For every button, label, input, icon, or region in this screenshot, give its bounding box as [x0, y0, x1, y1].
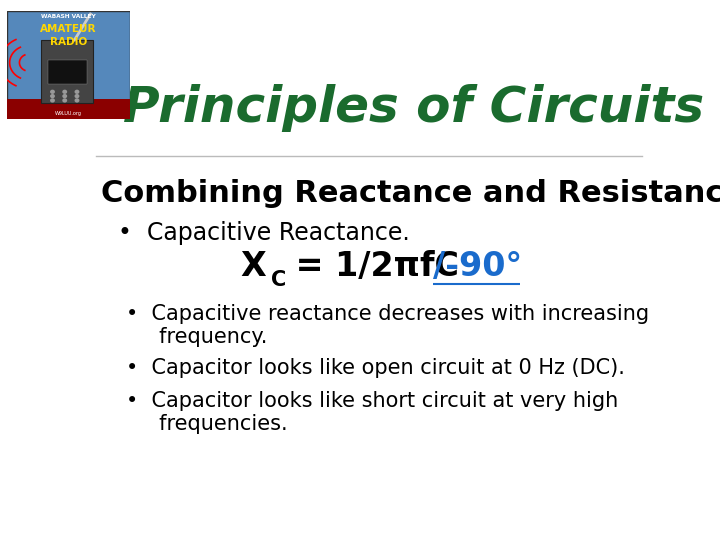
Text: /-90°: /-90°	[433, 250, 522, 283]
Text: W9LUU.org: W9LUU.org	[55, 111, 82, 116]
Text: AMATEUR: AMATEUR	[40, 24, 96, 34]
Text: •  Capacitor looks like short circuit at very high
     frequencies.: • Capacitor looks like short circuit at …	[126, 391, 618, 434]
Text: •  Capacitive reactance decreases with increasing
     frequency.: • Capacitive reactance decreases with in…	[126, 304, 649, 347]
Text: C: C	[271, 270, 287, 290]
Text: Combining Reactance and Resistance: Combining Reactance and Resistance	[101, 179, 720, 208]
Text: WABASH VALLEY: WABASH VALLEY	[41, 14, 96, 19]
Circle shape	[75, 90, 79, 94]
Circle shape	[63, 94, 67, 98]
Circle shape	[50, 98, 55, 103]
Bar	[42, 40, 93, 103]
FancyBboxPatch shape	[7, 11, 130, 119]
Bar	[7, 99, 130, 119]
Circle shape	[50, 94, 55, 98]
Text: Principles of Circuits: Principles of Circuits	[123, 84, 704, 132]
Circle shape	[75, 98, 79, 103]
Circle shape	[63, 90, 67, 94]
Text: •  Capacitor looks like open circuit at 0 Hz (DC).: • Capacitor looks like open circuit at 0…	[126, 358, 625, 378]
Text: RADIO: RADIO	[50, 37, 87, 47]
Circle shape	[75, 94, 79, 98]
Circle shape	[63, 98, 67, 103]
Circle shape	[50, 90, 55, 94]
Text: •  Capacitive Reactance.: • Capacitive Reactance.	[118, 221, 410, 245]
Text: = 1/2πfC: = 1/2πfC	[284, 250, 459, 283]
Text: X: X	[240, 250, 266, 283]
Bar	[48, 60, 87, 84]
